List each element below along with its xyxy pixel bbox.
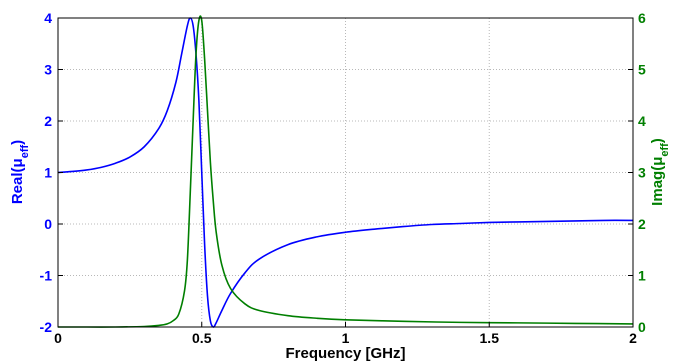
series-line-real xyxy=(57,17,634,328)
y-axis-label-left: Real(μeff) xyxy=(9,140,31,204)
plot-background xyxy=(58,18,633,327)
y-tick-label-left: -2 xyxy=(40,319,53,335)
y-tick-label-left: 0 xyxy=(44,216,52,232)
x-axis-label: Frequency [GHz] xyxy=(285,345,405,362)
x-tick-label: 0 xyxy=(54,330,62,346)
x-tick-label: 2 xyxy=(629,330,637,346)
y-tick-label-left: 4 xyxy=(44,10,52,26)
y-tick-label-left: 1 xyxy=(44,165,52,181)
x-tick-label: 1 xyxy=(342,330,350,346)
grid xyxy=(58,18,633,327)
y-axis-label-right: Imag(μeff) xyxy=(649,138,671,206)
y-tick-label-right: 0 xyxy=(638,319,646,335)
y-tick-label-right: 5 xyxy=(638,62,646,78)
y-tick-label-left: -1 xyxy=(40,268,53,284)
y-tick-label-left: 2 xyxy=(44,113,52,129)
y-tick-label-right: 6 xyxy=(638,10,646,26)
y-tick-label-left: 3 xyxy=(44,62,52,78)
x-tick-label: 0.5 xyxy=(192,330,212,346)
x-tick-label: 1.5 xyxy=(480,330,500,346)
y-tick-label-right: 3 xyxy=(638,165,646,181)
tick-group: 0 0.5 1 1.5 2 -2 -1 0 1 2 3 4 0 1 2 3 4 5 6 xyxy=(40,10,646,346)
y-tick-label-right: 2 xyxy=(638,216,646,232)
y-tick-label-right: 1 xyxy=(638,268,646,284)
series-line-imag xyxy=(58,15,634,328)
y-tick-label-right: 4 xyxy=(638,113,646,129)
series-group xyxy=(57,15,634,328)
